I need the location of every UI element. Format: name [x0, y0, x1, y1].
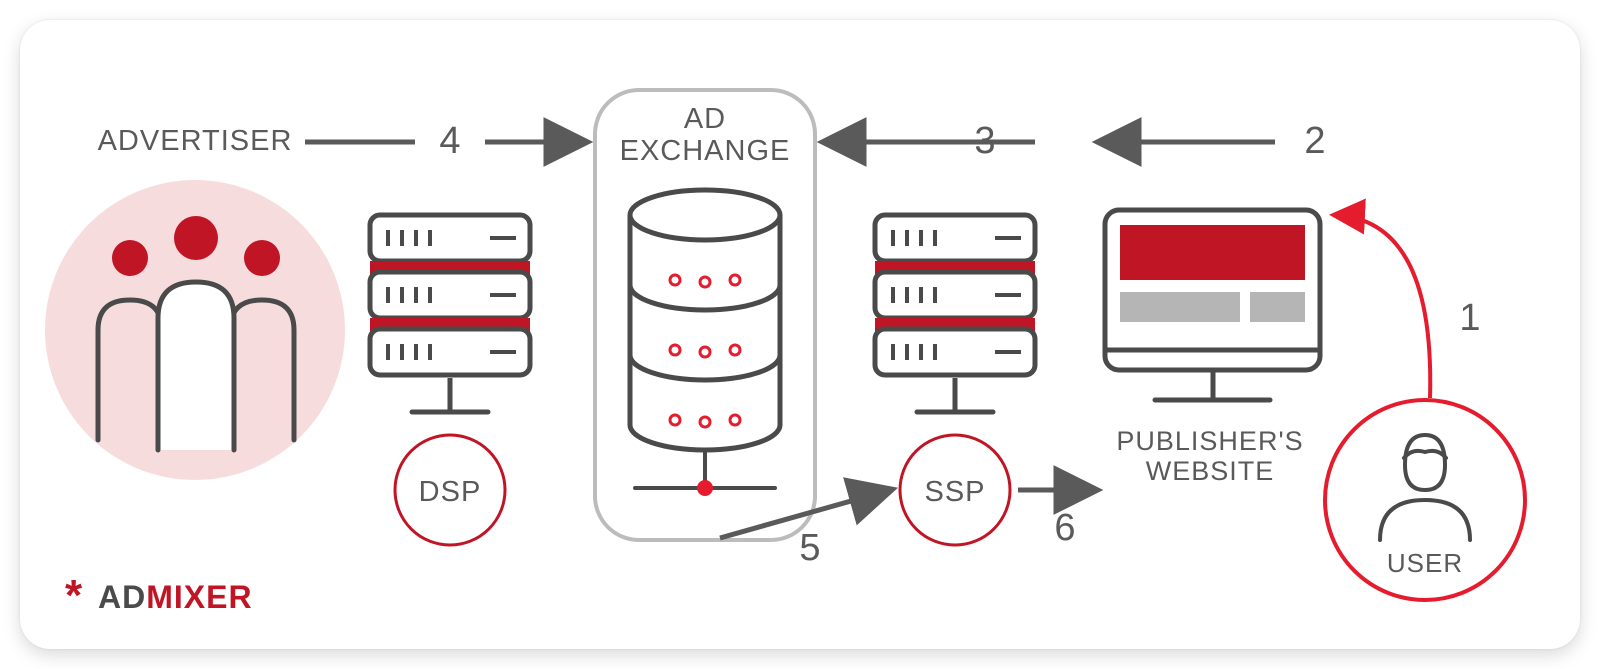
asterisk-icon: *: [65, 571, 83, 620]
publisher-label-l1: PUBLISHER'S: [1116, 426, 1303, 456]
monitor-icon: [1105, 210, 1320, 400]
brand-pre: AD: [98, 579, 146, 615]
diagram-svg: ADVERTISER: [20, 20, 1580, 649]
step-5: 5: [799, 527, 820, 569]
brand-logo: * ADMIXER: [65, 571, 253, 620]
user-node: USER: [1325, 400, 1525, 600]
server-icon: [370, 215, 530, 412]
exchange-label-l2: EXCHANGE: [620, 135, 791, 167]
dsp-label: DSP: [419, 476, 482, 508]
brand-post: MIXER: [146, 579, 252, 615]
step-4: 4: [439, 120, 460, 162]
step-1: 1: [1459, 297, 1480, 339]
dsp-node: DSP: [370, 215, 530, 545]
step-6: 6: [1054, 507, 1075, 549]
server-icon: [875, 215, 1035, 412]
step-3: 3: [974, 120, 995, 162]
user-label: USER: [1387, 548, 1463, 578]
database-icon: [630, 190, 780, 496]
advertiser-label: ADVERTISER: [98, 125, 293, 157]
publisher-label-l2: WEBSITE: [1146, 456, 1275, 486]
ad-exchange-node: AD EXCHANGE: [595, 90, 815, 540]
advertiser-node: ADVERTISER: [45, 125, 345, 480]
ssp-node: SSP: [875, 215, 1035, 545]
ssp-label: SSP: [924, 476, 985, 508]
publisher-node: PUBLISHER'S WEBSITE: [1105, 210, 1320, 486]
svg-text:ADMIXER: ADMIXER: [98, 579, 253, 615]
step-2: 2: [1304, 120, 1325, 162]
exchange-label-l1: AD: [684, 103, 726, 135]
diagram-card: ADVERTISER: [20, 20, 1580, 649]
